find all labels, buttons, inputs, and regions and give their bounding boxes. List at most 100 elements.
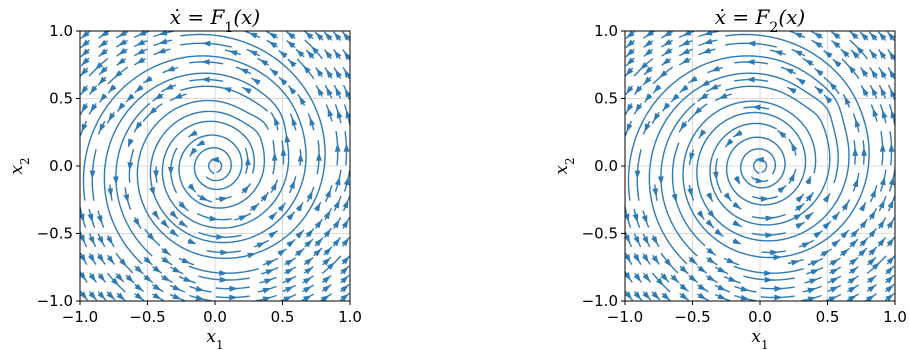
y-axis-label-base: x [7, 165, 27, 175]
streamline-arrow [788, 172, 795, 182]
x-axis-label-base: x [751, 327, 761, 347]
streamline [627, 55, 850, 242]
streamline-arrow [728, 276, 737, 282]
streamline-arrow [325, 189, 331, 198]
streamline-arrow [118, 31, 127, 37]
streamline-arrow [303, 295, 312, 301]
streamline-arrow [793, 32, 803, 39]
streamline-arrow [326, 87, 333, 96]
streamline-arrow [642, 291, 651, 300]
streamline-arrow [626, 39, 635, 48]
x-tick-label: 0.5 [816, 308, 840, 326]
streamline-arrow [801, 242, 811, 249]
streamline-arrow [774, 294, 783, 301]
streamline-arrow [117, 57, 126, 65]
streamline-arrow [626, 123, 633, 133]
streamline-arrow [705, 219, 714, 228]
streamline-arrow [821, 250, 830, 257]
streamline-arrow [285, 259, 294, 267]
streamline-arrow [733, 129, 743, 137]
streamline-arrow [152, 265, 162, 273]
streamline-arrow [209, 215, 219, 222]
streamline-arrow [81, 48, 90, 57]
streamline-arrow [760, 196, 770, 202]
streamline-arrow [824, 95, 833, 104]
x-axis-label: x1 [206, 327, 223, 350]
streamline-arrow [773, 50, 783, 56]
streamline-arrow [640, 62, 649, 70]
streamline-arrow [295, 202, 303, 212]
y-tick-label: 0.5 [49, 90, 73, 108]
streamline-arrow [284, 133, 291, 143]
title-eq: = [726, 5, 755, 29]
streamline-arrow [324, 50, 333, 59]
streamline-arrow [653, 112, 661, 122]
streamline-arrow [322, 257, 331, 266]
streamline-arrow [688, 274, 698, 282]
streamline-arrow [804, 59, 814, 67]
streamline-arrow [108, 84, 117, 93]
streamline-arrow [114, 70, 123, 78]
streamline-arrow [161, 274, 171, 282]
streamline-arrow [687, 188, 693, 197]
streamline-arrow [291, 117, 298, 126]
streamline-arrow [135, 84, 144, 93]
grid [80, 31, 350, 301]
streamline-arrow [297, 153, 304, 162]
streamline-arrow [216, 234, 225, 240]
streamline-arrow [164, 83, 174, 90]
streamline-arrow [147, 232, 155, 241]
streamline-arrow [262, 296, 272, 301]
streamline-arrow [867, 275, 876, 284]
streamline-arrow [260, 192, 269, 202]
streamline-arrow [321, 295, 330, 301]
streamline-arrow [333, 199, 340, 209]
streamline-arrow [304, 257, 313, 266]
streamline-arrow [706, 192, 713, 202]
streamline-arrow [862, 87, 869, 96]
y-axis-label-sub: 2 [563, 157, 577, 165]
streamline-arrow [885, 275, 894, 284]
streamline-arrow [879, 143, 886, 152]
streamline-arrow [304, 267, 313, 275]
streamline-arrow [247, 252, 257, 259]
streamline-arrow [889, 69, 895, 78]
streamline-arrow [679, 292, 689, 300]
streamline-arrow [322, 285, 331, 293]
streamline-arrow [288, 59, 297, 68]
streamline-arrow [858, 248, 867, 257]
streamline-arrow [285, 268, 294, 275]
streamline-arrow [311, 46, 319, 55]
streamline-arrow [682, 31, 692, 36]
streamline-arrow [831, 239, 840, 248]
streamline-arrow [712, 171, 719, 181]
streamline-arrow [661, 292, 670, 301]
streamline-arrow [770, 249, 779, 256]
streamline-arrow [173, 92, 183, 99]
streamline-arrow [697, 283, 707, 291]
streamline-arrow [125, 274, 134, 283]
streamline-arrow [791, 259, 800, 266]
streamline-arrow [890, 109, 895, 119]
streamline-arrow [830, 259, 839, 267]
streamline-arrow [642, 236, 649, 245]
streamline-arrow [317, 87, 324, 96]
streamline-arrow [99, 123, 106, 133]
streamline-arrow [323, 210, 331, 220]
streamline-arrow [342, 199, 349, 209]
streamline-arrow [815, 68, 824, 77]
streamline-arrow [295, 230, 304, 239]
streamline-arrow [642, 273, 651, 282]
streamline-arrow [90, 103, 98, 113]
streamline-arrow [316, 152, 322, 161]
streamline-arrow [878, 32, 887, 41]
streamline-arrow [277, 249, 287, 257]
streamline-arrow [89, 85, 98, 94]
streamline-arrow [344, 69, 350, 78]
streamline-arrow [270, 181, 277, 191]
streamline-arrow [626, 103, 634, 113]
streamline-arrow [283, 296, 293, 301]
streamline-arrow [143, 274, 153, 282]
streamline-arrow [178, 201, 187, 210]
streamline-arrow [791, 142, 798, 152]
